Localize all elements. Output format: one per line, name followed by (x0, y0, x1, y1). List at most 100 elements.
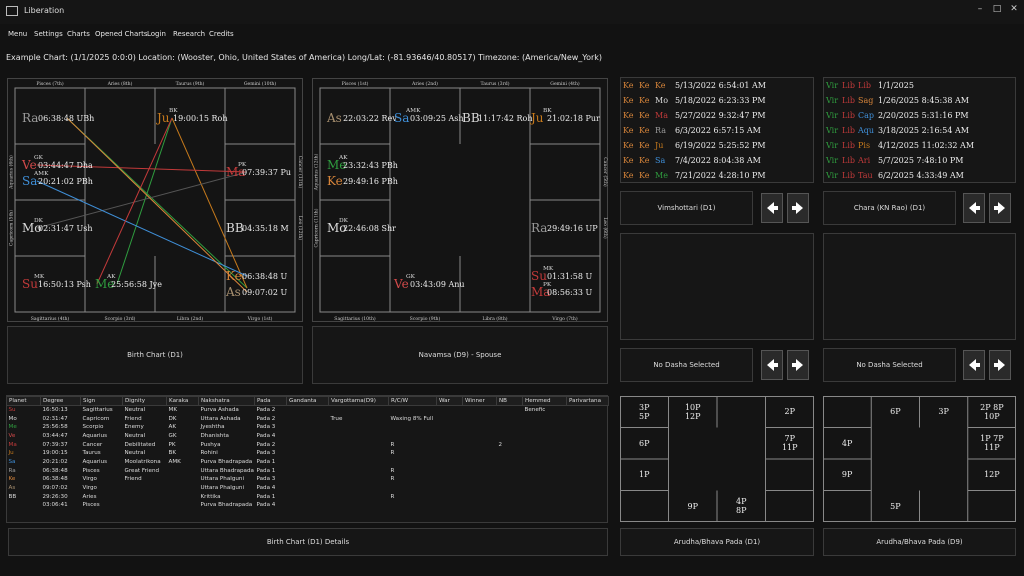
column-header[interactable]: R/C/W (388, 396, 437, 406)
chara-row[interactable]: Vir Lib Sag 1/26/2025 8:45:38 AM (826, 96, 969, 105)
menu-charts[interactable]: Charts (67, 30, 90, 38)
navamsa-d9-chart[interactable]: Pisces (1st) Aries (2nd) Taurus (3rd) Gemin… (312, 78, 608, 322)
column-header[interactable]: Pada (254, 396, 287, 406)
minimize-button[interactable]: – (977, 4, 983, 14)
column-header[interactable]: Vargottama(D9) (328, 396, 389, 406)
column-header[interactable]: Dignity (122, 396, 167, 406)
arudha-d1-grid[interactable]: 3P 5P 10P 12P 2P 6P 7P 11P 1P 9P 4P 8P (620, 396, 814, 522)
chara-sub-prev-button[interactable] (963, 350, 985, 380)
table-row[interactable]: Ve 03:44:47 Aquarius Neutral GK Dhanishta Pada… (7, 432, 609, 441)
table-row[interactable]: Ma 07:39:37 Cancer Debilitated PK Pushya Pada … (7, 440, 609, 449)
subdasha-next-button[interactable] (787, 350, 809, 380)
dasha-lord: Ke (639, 81, 650, 90)
vimshottari-prev-button[interactable] (761, 193, 783, 223)
column-header[interactable]: NB (496, 396, 523, 406)
vimshottari-row[interactable]: Ke Ke Ra 6/3/2022 6:57:15 AM (623, 126, 761, 135)
vimshottari-next-button[interactable] (787, 193, 809, 223)
table-row[interactable]: Mo 02:31:47 Capricorn Friend DK Uttara Ashada… (7, 414, 609, 423)
chara-prev-button[interactable] (963, 193, 985, 223)
column-header[interactable]: Gandanta (286, 396, 329, 406)
table-row[interactable]: Sa 20:21:02 Aquarius Moolatrikona AMK Purva B… (7, 458, 609, 467)
table-row[interactable]: Su 16:50:13 Sagittarius Neutral MK Purva Asha… (7, 406, 609, 415)
column-header[interactable]: Planet (6, 396, 41, 406)
column-header[interactable]: Karaka (166, 396, 199, 406)
chara-row[interactable]: Vir Lib Lib 1/1/2025 (826, 81, 914, 90)
planet-ra[interactable]: Ra 29:49:16 UP (531, 221, 598, 235)
column-header[interactable]: Parivartana (566, 396, 609, 406)
chara-row[interactable]: Vir Lib Tau 6/2/2025 4:33:49 AM (826, 171, 964, 180)
planet-ke[interactable]: Ke 06:38:48 U (226, 269, 287, 283)
vimshottari-row[interactable]: Ke Ke Mo 5/18/2022 6:23:33 PM (623, 96, 766, 105)
chara-sub-next-button[interactable] (989, 350, 1011, 380)
vimshottari-subdasha-list[interactable] (620, 233, 814, 340)
table-row[interactable]: 03:06:41 Pisces Purva Bhadrapada Pada 4 (7, 501, 609, 510)
table-row[interactable]: Ke 06:38:48 Virgo Friend Uttara Phalguni Pada… (7, 475, 609, 484)
arudha-d9-grid[interactable]: 6P 3P 2P 8P 10P 4P 1P 7P 11P 9P 12P 5P (823, 396, 1016, 522)
menu-menu[interactable]: Menu (8, 30, 28, 38)
details-caption[interactable]: Birth Chart (D1) Details (8, 528, 608, 556)
planet-as[interactable]: As 09:07:02 U (225, 285, 287, 299)
planet-as[interactable]: As 22:03:22 Rev (326, 111, 397, 125)
birth-chart-d1-caption[interactable]: Birth Chart (D1) (7, 326, 303, 384)
column-header[interactable]: Nakshatra (198, 396, 255, 406)
vimshottari-row[interactable]: Ke Ke Me 7/21/2022 4:28:10 PM (623, 171, 766, 180)
chara-row[interactable]: Vir Lib Ari 5/7/2025 7:48:10 PM (826, 156, 963, 165)
chara-label[interactable]: Chara (KN Rao) (D1) (823, 191, 956, 225)
menu-research[interactable]: Research (173, 30, 206, 38)
vimshottari-label[interactable]: Vimshottari (D1) (620, 191, 753, 225)
vimshottari-dasha-list[interactable]: Ke Ke Ke 5/13/2022 6:54:01 AM Ke Ke Mo 5/18/202… (620, 77, 814, 183)
column-header[interactable]: Winner (462, 396, 497, 406)
chara-row[interactable]: Vir Lib Cap 2/20/2025 5:31:16 PM (826, 111, 969, 120)
planet-ke[interactable]: Ke 29:49:16 PBh (327, 174, 398, 188)
planet-ra[interactable]: Ra 06:38:48 UBh (22, 111, 94, 125)
arudha-d9-caption[interactable]: Arudha/Bhava Pada (D9) (823, 528, 1016, 556)
chara-next-button[interactable] (989, 193, 1011, 223)
vimshottari-row[interactable]: Ke Ke Ke 5/13/2022 6:54:01 AM (623, 81, 766, 90)
planet-details-table[interactable]: Planet Degree Sign Dignity Karaka Nakshatra Pa… (6, 396, 609, 510)
column-header[interactable]: Sign (80, 396, 123, 406)
table-row[interactable]: Ju 19:00:15 Taurus Neutral BK Rohini Pada 3 R (7, 449, 609, 458)
table-row[interactable]: As 09:07:02 Virgo Uttara Phalguni Pada 4 (7, 484, 609, 493)
sign-label: Libra (8th) (482, 315, 507, 322)
birth-chart-d1[interactable]: Pisces (7th) Aries (8th) Taurus (9th) Gemin… (7, 78, 303, 322)
chara-subdasha-list[interactable] (823, 233, 1016, 340)
table-row[interactable]: Me 25:56:58 Scorpio Enemy AK Jyeshtha Pada 3 (7, 423, 609, 432)
vimshottari-row[interactable]: Ke Ke Ma 5/27/2022 9:32:47 PM (623, 111, 766, 120)
navamsa-d9-caption[interactable]: Navamsa (D9) - Spouse (312, 326, 608, 384)
column-header[interactable]: War (436, 396, 463, 406)
column-header[interactable]: Hemmed (522, 396, 567, 406)
menu-login[interactable]: Login (147, 30, 166, 38)
chara-row[interactable]: Vir Lib Aqu 3/18/2025 2:16:54 AM (826, 126, 969, 135)
chara-row[interactable]: Vir Lib Pis 4/12/2025 11:02:32 AM (826, 141, 974, 150)
vimshottari-row[interactable]: Ke Ke Sa 7/4/2022 8:04:38 AM (623, 156, 761, 165)
maximize-button[interactable]: □ (992, 4, 1002, 14)
table-row[interactable]: BB 29:26:30 Aries Krittika Pada 1 R (7, 492, 609, 501)
vimshottari-row[interactable]: Ke Ke Ju 6/19/2022 5:25:52 PM (623, 141, 766, 150)
column-header[interactable]: Degree (40, 396, 81, 406)
table-row[interactable]: Ra 06:38:48 Pisces Great Friend Uttara Bhadr… (7, 466, 609, 475)
menu-credits[interactable]: Credits (209, 30, 234, 38)
menu-settings[interactable]: Settings (34, 30, 63, 38)
chara-dasha-list[interactable]: Vir Lib Lib 1/1/2025 Vir Lib Sag 1/26/2025 8:45… (823, 77, 1016, 183)
menu-opened-charts[interactable]: Opened Charts (95, 30, 148, 38)
details-table-container[interactable] (6, 395, 608, 523)
arudha-d1-caption[interactable]: Arudha/Bhava Pada (D1) (620, 528, 814, 556)
subdasha-prev-button[interactable] (761, 350, 783, 380)
close-button[interactable]: ✕ (1010, 4, 1018, 14)
